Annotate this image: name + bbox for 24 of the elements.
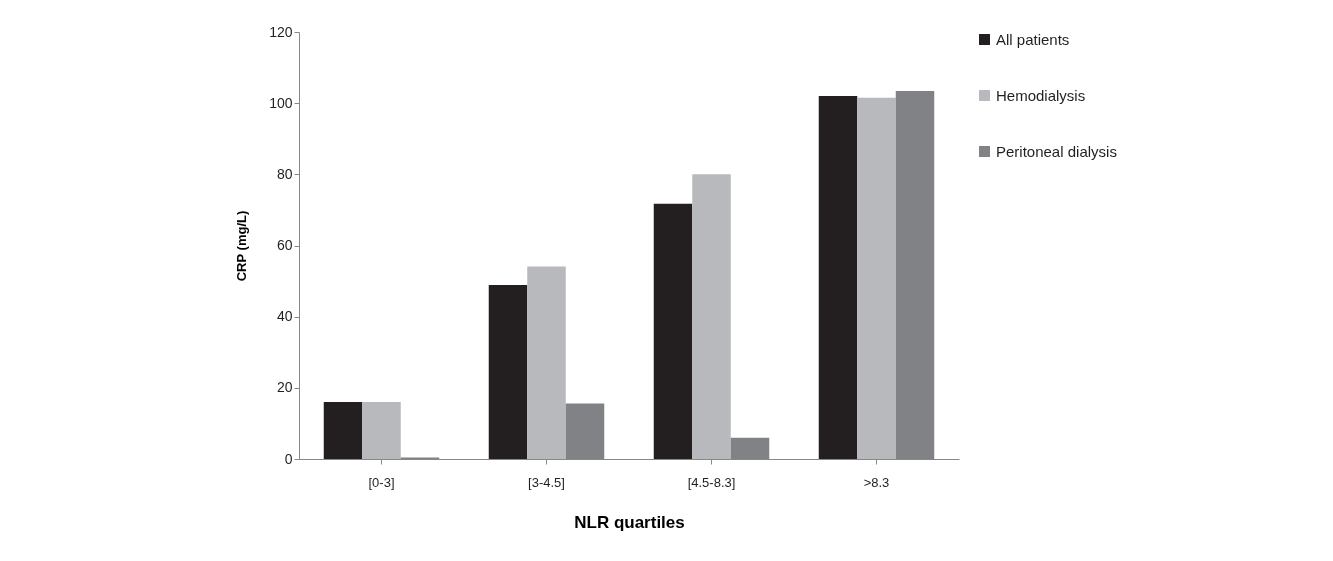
x-tick-label: [0-3] [368,474,395,490]
x-axis-title: NLR quartiles [574,512,685,532]
bar [857,97,896,459]
x-tick-label: >8.3 [863,474,890,490]
bar [362,402,401,459]
y-tick-label: 60 [276,237,293,253]
y-axis-title: CRP (mg/L) [234,210,250,282]
x-tick-label: [3-4.5] [528,474,565,490]
bar [818,96,858,459]
bar [323,402,363,459]
bar [692,174,731,459]
bar [488,285,528,459]
y-tick-label: 0 [284,450,293,467]
y-tick-label: 20 [276,379,293,396]
y-tick-label: 80 [276,165,293,182]
y-tick-label: 100 [269,94,293,111]
x-tick-label: [4.5-8.3] [687,474,736,490]
y-tick-label: 40 [276,308,293,325]
legend-label: Peritoneal dialysis [996,142,1117,160]
legend-label: All patients [996,30,1070,48]
bar [527,266,566,459]
y-tick-label: 120 [269,23,293,40]
bar [653,203,693,459]
legend-label: Hemodialysis [996,86,1086,104]
